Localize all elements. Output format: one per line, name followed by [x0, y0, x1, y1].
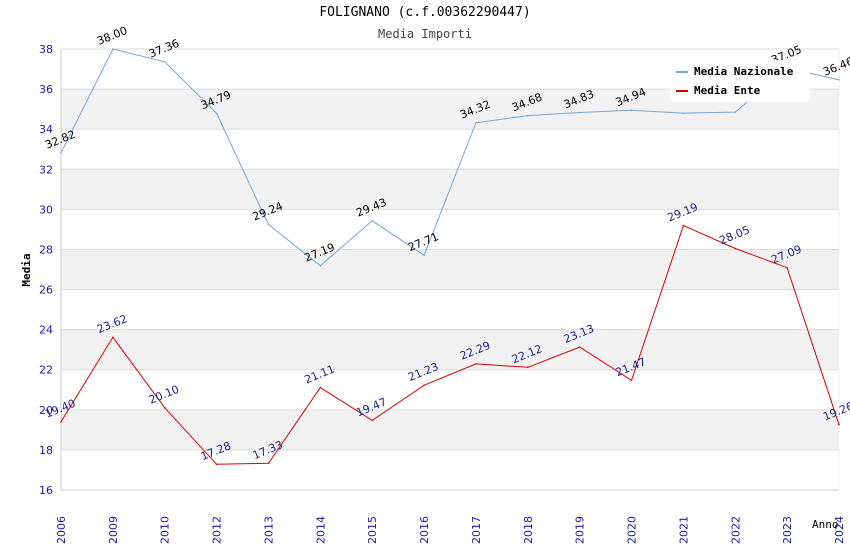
data-point [60, 152, 62, 154]
data-point [838, 79, 840, 81]
y-tick-label: 26 [39, 284, 53, 297]
x-tick-label: 2023 [781, 516, 794, 544]
data-point [527, 114, 529, 117]
data-point [371, 219, 374, 222]
data-point [630, 379, 633, 382]
data-point [112, 336, 114, 339]
data-point [163, 61, 166, 63]
y-tick-label: 18 [39, 444, 53, 457]
y-tick-label: 38 [39, 43, 53, 56]
x-tick-label: 2017 [470, 516, 483, 544]
chart-subtitle: Media Importi [378, 27, 472, 41]
x-tick-label: 2009 [107, 516, 120, 544]
data-point [423, 384, 425, 386]
x-tick-label: 2020 [626, 516, 639, 544]
grid-band [61, 129, 839, 170]
data-point [527, 366, 529, 369]
data-point [734, 111, 737, 113]
grid-band [61, 289, 839, 330]
data-point [267, 462, 270, 465]
data-point [215, 112, 218, 115]
grid-band [61, 409, 839, 450]
grid-band [61, 449, 839, 490]
plot-axes [60, 49, 840, 491]
y-tick-label: 16 [39, 484, 53, 497]
x-axis-title: Anno [812, 518, 839, 531]
legend-box [670, 60, 810, 102]
data-point [630, 109, 633, 112]
grid-bands [61, 48, 839, 491]
y-tick-label: 36 [39, 83, 53, 96]
x-tick-label: 2010 [159, 516, 172, 544]
series-lines [60, 48, 840, 466]
y-tick-label: 28 [39, 243, 53, 256]
legend: Media Nazionale Media Ente [670, 60, 810, 102]
x-tick-label: 2006 [55, 516, 68, 544]
y-tick-label: 22 [39, 364, 53, 377]
data-point [475, 121, 477, 124]
data-point [682, 224, 685, 227]
series-line-media-ente [60, 224, 840, 465]
data-point [475, 363, 477, 365]
data-point [838, 423, 840, 426]
data-point [60, 421, 62, 423]
data-point [319, 264, 322, 267]
data-point [786, 266, 788, 269]
data-point [734, 247, 737, 250]
data-point [163, 407, 166, 409]
data-point [578, 111, 581, 114]
y-tick-label: 30 [39, 203, 53, 216]
data-point [319, 386, 322, 389]
chart-title: FOLIGNANO (c.f.00362290447) [319, 5, 531, 20]
x-axis-ticks: 2006 2009 2010 2012 2013 2014 2015 2016 2017 2018… [55, 516, 846, 544]
x-tick-label: 2022 [729, 516, 742, 544]
grid-band [61, 249, 839, 290]
x-tick-label: 2016 [418, 516, 431, 544]
x-tick-label: 2019 [574, 516, 587, 544]
data-point [215, 463, 218, 466]
y-tick-label: 34 [39, 123, 53, 136]
data-point [682, 112, 685, 114]
data-label: 38.00 [95, 24, 129, 48]
data-point [578, 346, 581, 348]
x-tick-label: 2013 [262, 516, 275, 544]
legend-label-media-ente: Media Ente [694, 84, 761, 97]
grid-band [61, 209, 839, 250]
x-tick-label: 2015 [366, 516, 379, 544]
grid-band [61, 329, 839, 370]
y-tick-label: 32 [39, 163, 53, 176]
x-tick-label: 2018 [522, 516, 535, 544]
series-line-media-nazionale [60, 48, 840, 267]
y-tick-label: 20 [39, 404, 53, 417]
data-point [423, 254, 425, 257]
data-point [112, 48, 114, 50]
x-tick-label: 2014 [314, 516, 327, 544]
y-axis-ticks: 16 18 20 22 24 26 28 30 32 34 36 38 [39, 43, 53, 497]
x-tick-label: 2024 [833, 516, 846, 544]
y-tick-label: 24 [39, 324, 53, 337]
data-point [267, 223, 270, 226]
legend-label-media-nazionale: Media Nazionale [694, 65, 794, 78]
x-tick-label: 2021 [677, 516, 690, 544]
grid-band [61, 369, 839, 410]
y-axis-title: Media [20, 253, 33, 286]
x-tick-label: 2012 [211, 516, 224, 544]
data-point [371, 419, 374, 422]
